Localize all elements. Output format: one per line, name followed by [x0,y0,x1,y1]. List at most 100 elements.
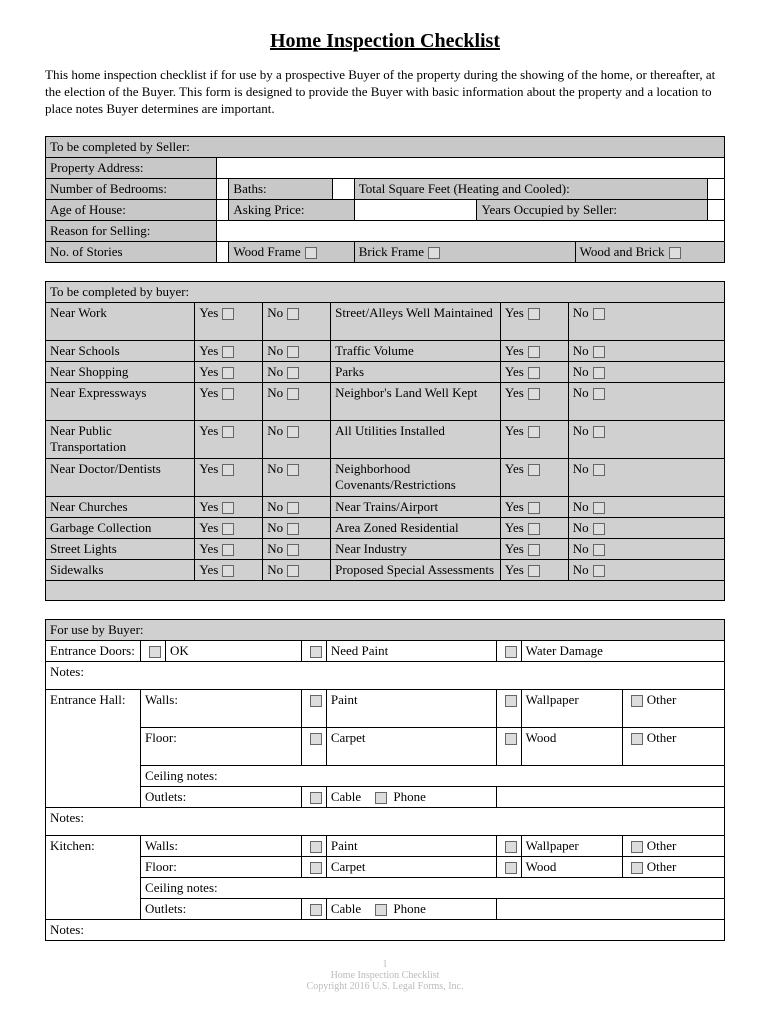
ceiling-notes[interactable]: Ceiling notes: [141,765,725,786]
yes-checkbox[interactable] [528,426,540,438]
yes-checkbox[interactable] [528,388,540,400]
no-cell: No [263,517,331,538]
paint-label: Paint [326,835,496,856]
sqft-field[interactable] [708,178,725,199]
waterdamage-label: Water Damage [521,640,724,661]
buyer-left-item: Sidewalks [46,559,195,580]
yes-checkbox[interactable] [528,544,540,556]
yes-checkbox[interactable] [528,308,540,320]
no-checkbox[interactable] [287,426,299,438]
no-checkbox[interactable] [287,502,299,514]
yes-checkbox[interactable] [222,308,234,320]
age-field[interactable] [217,199,229,220]
no-checkbox[interactable] [287,464,299,476]
yes-checkbox[interactable] [222,367,234,379]
no-checkbox[interactable] [593,346,605,358]
reason-label: Reason for Selling: [46,220,217,241]
wood-checkbox [505,862,517,874]
other-checkbox[interactable] [631,695,643,707]
yes-checkbox[interactable] [222,565,234,577]
buyer-left-item: Near Schools [46,340,195,361]
entrance-doors-label: Entrance Doors: [46,640,141,661]
no-checkbox[interactable] [593,565,605,577]
no-cell: No [263,361,331,382]
years-field[interactable] [708,199,725,220]
no-cell: No [568,340,724,361]
seller-header: To be completed by Seller: [46,136,725,157]
yes-cell: Yes [195,517,263,538]
walls-label: Walls: [141,835,302,856]
carpet-checkbox [310,733,322,745]
notes-field[interactable]: Notes: [46,661,725,689]
phone-checkbox[interactable] [375,792,387,804]
property-address-field[interactable] [217,157,725,178]
no-checkbox[interactable] [287,523,299,535]
no-checkbox[interactable] [593,464,605,476]
notes-field[interactable]: Notes: [46,919,725,940]
property-address-label: Property Address: [46,157,217,178]
brickframe-checkbox[interactable] [428,247,440,259]
stories-field[interactable] [217,241,229,262]
no-checkbox[interactable] [593,388,605,400]
yes-checkbox[interactable] [222,523,234,535]
no-checkbox[interactable] [287,346,299,358]
age-label: Age of House: [46,199,217,220]
yes-checkbox[interactable] [222,346,234,358]
woodbrick-checkbox[interactable] [669,247,681,259]
phone-checkbox[interactable] [375,904,387,916]
yes-checkbox[interactable] [222,464,234,476]
ceiling-notes[interactable]: Ceiling notes: [141,877,725,898]
no-checkbox[interactable] [593,308,605,320]
baths-field[interactable] [332,178,354,199]
wallpaper-label: Wallpaper [521,835,623,856]
other-checkbox[interactable] [631,862,643,874]
no-checkbox[interactable] [287,544,299,556]
yes-cell: Yes [500,496,568,517]
yes-checkbox[interactable] [222,502,234,514]
no-cell: No [568,361,724,382]
yes-checkbox[interactable] [528,346,540,358]
no-checkbox[interactable] [287,308,299,320]
yes-checkbox[interactable] [528,565,540,577]
no-checkbox[interactable] [287,367,299,379]
woodframe-checkbox[interactable] [305,247,317,259]
other-checkbox[interactable] [631,841,643,853]
reason-field[interactable] [217,220,725,241]
yes-cell: Yes [195,361,263,382]
no-checkbox[interactable] [593,523,605,535]
yes-cell: Yes [500,420,568,458]
buyer-right-item: Near Industry [331,538,501,559]
buyer-right-item: Neighbor's Land Well Kept [331,382,501,420]
yes-checkbox[interactable] [528,464,540,476]
yes-checkbox[interactable] [528,367,540,379]
no-checkbox[interactable] [593,426,605,438]
no-cell: No [568,559,724,580]
wood-checkbox [505,733,517,745]
yes-checkbox[interactable] [528,523,540,535]
wood-label: Wood [521,727,623,765]
no-cell: No [263,559,331,580]
baths-label: Baths: [229,178,332,199]
price-field[interactable] [354,199,477,220]
no-checkbox[interactable] [593,502,605,514]
yes-checkbox[interactable] [222,426,234,438]
stories-label: No. of Stories [46,241,217,262]
ok-checkbox [149,646,161,658]
no-checkbox[interactable] [287,388,299,400]
outlets-label: Outlets: [141,786,302,807]
no-checkbox[interactable] [287,565,299,577]
cable-checkbox [310,792,322,804]
no-checkbox[interactable] [593,544,605,556]
bedrooms-field[interactable] [217,178,229,199]
buyer-right-item: Area Zoned Residential [331,517,501,538]
other-checkbox[interactable] [631,733,643,745]
yes-checkbox[interactable] [222,544,234,556]
notes-field[interactable]: Notes: [46,807,725,835]
paint-label: Paint [326,689,496,727]
yes-checkbox[interactable] [222,388,234,400]
no-checkbox[interactable] [593,367,605,379]
cond-header: For use by Buyer: [46,619,725,640]
yes-cell: Yes [195,458,263,496]
carpet-checkbox [310,862,322,874]
yes-checkbox[interactable] [528,502,540,514]
